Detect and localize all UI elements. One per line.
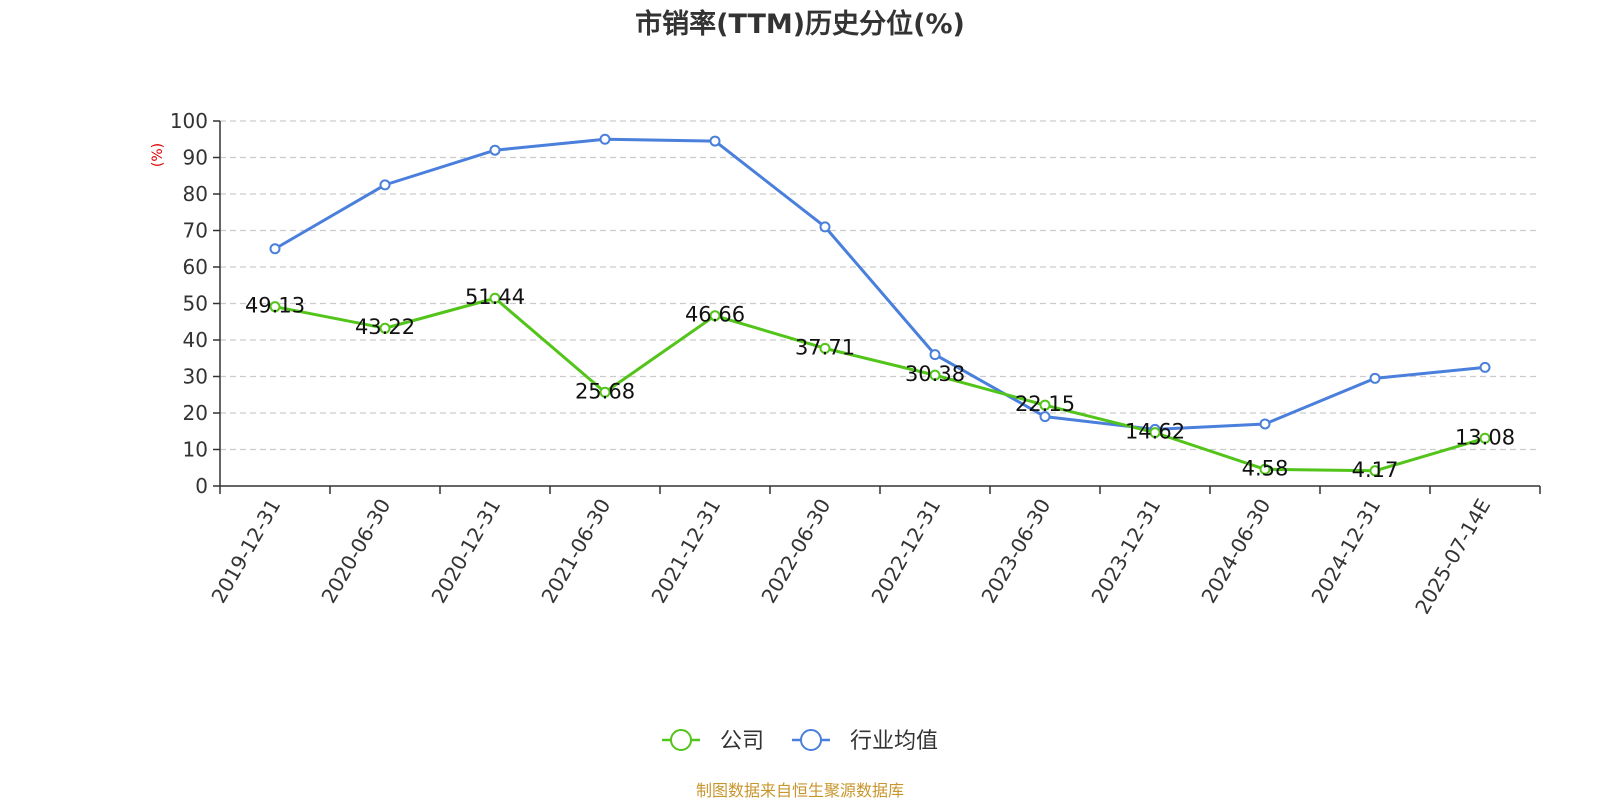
x-tick-label: 2022-12-31 bbox=[866, 495, 945, 608]
y-tick-label: 20 bbox=[183, 401, 208, 425]
data-label: 22.15 bbox=[1015, 392, 1075, 416]
y-tick-label: 70 bbox=[183, 219, 208, 243]
data-point[interactable] bbox=[1149, 427, 1161, 439]
data-label: 51.44 bbox=[465, 285, 525, 309]
data-point[interactable] bbox=[1259, 463, 1271, 475]
data-point[interactable] bbox=[709, 310, 721, 322]
series-line-1 bbox=[274, 137, 1486, 431]
x-tick-label: 2025-07-14E bbox=[1410, 495, 1495, 619]
y-tick-label: 90 bbox=[183, 146, 208, 170]
x-tick-label: 2023-12-31 bbox=[1086, 495, 1165, 608]
data-point[interactable] bbox=[489, 144, 501, 156]
series-line-0 bbox=[274, 296, 1486, 473]
data-label: 4.17 bbox=[1352, 458, 1399, 482]
x-tick-label: 2019-12-31 bbox=[206, 495, 285, 608]
x-tick-label: 2022-06-30 bbox=[756, 495, 835, 608]
data-label: 49.13 bbox=[245, 294, 305, 318]
data-label: 46.66 bbox=[685, 303, 745, 327]
x-tick-label: 2021-12-31 bbox=[646, 495, 725, 608]
y-axis-unit-label: (%) bbox=[150, 143, 166, 167]
grid-lines bbox=[220, 120, 1540, 451]
data-labels: 49.13 43.22 51.44 25.68 46.66 37.71 30.38 22.15… bbox=[245, 285, 1515, 482]
legend-item-1[interactable]: 行业均值 bbox=[792, 729, 938, 754]
data-point[interactable] bbox=[1259, 418, 1271, 430]
data-label: 14.62 bbox=[1125, 420, 1185, 444]
x-tick-label: 2024-12-31 bbox=[1306, 495, 1385, 608]
x-tick-label: 2020-06-30 bbox=[316, 495, 395, 608]
data-point[interactable] bbox=[1039, 411, 1051, 423]
y-tick-label: 100 bbox=[170, 109, 208, 133]
chart-title: 市销率(TTM)历史分位(%) bbox=[635, 8, 965, 40]
legend-label: 行业均值 bbox=[850, 729, 938, 754]
data-point[interactable] bbox=[599, 386, 611, 398]
y-tick-label: 80 bbox=[183, 182, 208, 206]
x-tick-label: 2020-12-31 bbox=[426, 495, 505, 608]
data-point[interactable] bbox=[489, 292, 501, 304]
data-point[interactable] bbox=[709, 135, 721, 147]
data-point[interactable] bbox=[1369, 465, 1381, 477]
y-axis-ticks: 0 10 20 30 40 50 60 70 80 90 100 bbox=[170, 109, 220, 498]
x-tick-label: 2021-06-30 bbox=[536, 495, 615, 608]
data-label: 30.38 bbox=[905, 362, 965, 386]
x-tick-label: 2023-06-30 bbox=[976, 495, 1055, 608]
x-axis-ticks: 2019-12-31 2020-06-30 2020-12-31 2021-06-30… bbox=[206, 486, 1541, 619]
data-point[interactable] bbox=[1479, 361, 1491, 373]
data-label: 37.71 bbox=[795, 335, 855, 359]
legend[interactable]: 公司 行业均值 bbox=[662, 729, 938, 754]
series-group bbox=[269, 133, 1491, 477]
data-point[interactable] bbox=[269, 243, 281, 255]
data-point[interactable] bbox=[379, 322, 391, 334]
data-label: 43.22 bbox=[355, 315, 415, 339]
data-point[interactable] bbox=[1479, 432, 1491, 444]
data-point[interactable] bbox=[929, 369, 941, 381]
data-label: 4.58 bbox=[1242, 456, 1289, 480]
y-tick-label: 50 bbox=[183, 292, 208, 316]
data-point[interactable] bbox=[379, 179, 391, 191]
y-tick-label: 40 bbox=[183, 328, 208, 352]
data-point[interactable] bbox=[269, 301, 281, 313]
y-tick-label: 60 bbox=[183, 255, 208, 279]
data-label: 13.08 bbox=[1455, 425, 1515, 449]
data-point[interactable] bbox=[819, 221, 831, 233]
y-tick-label: 0 bbox=[195, 474, 208, 498]
y-tick-label: 10 bbox=[183, 438, 208, 462]
data-point[interactable] bbox=[1039, 399, 1051, 411]
data-point[interactable] bbox=[929, 349, 941, 361]
data-label: 25.68 bbox=[575, 379, 635, 403]
legend-marker bbox=[670, 729, 692, 751]
data-point[interactable] bbox=[819, 342, 831, 354]
legend-marker bbox=[800, 729, 822, 751]
legend-label: 公司 bbox=[720, 729, 764, 754]
legend-item-0[interactable]: 公司 bbox=[662, 729, 764, 754]
data-point[interactable] bbox=[599, 133, 611, 145]
y-tick-label: 30 bbox=[183, 365, 208, 389]
data-source-note: 制图数据来自恒生聚源数据库 bbox=[696, 781, 904, 800]
x-tick-label: 2024-06-30 bbox=[1196, 495, 1275, 608]
data-point[interactable] bbox=[1369, 372, 1381, 384]
